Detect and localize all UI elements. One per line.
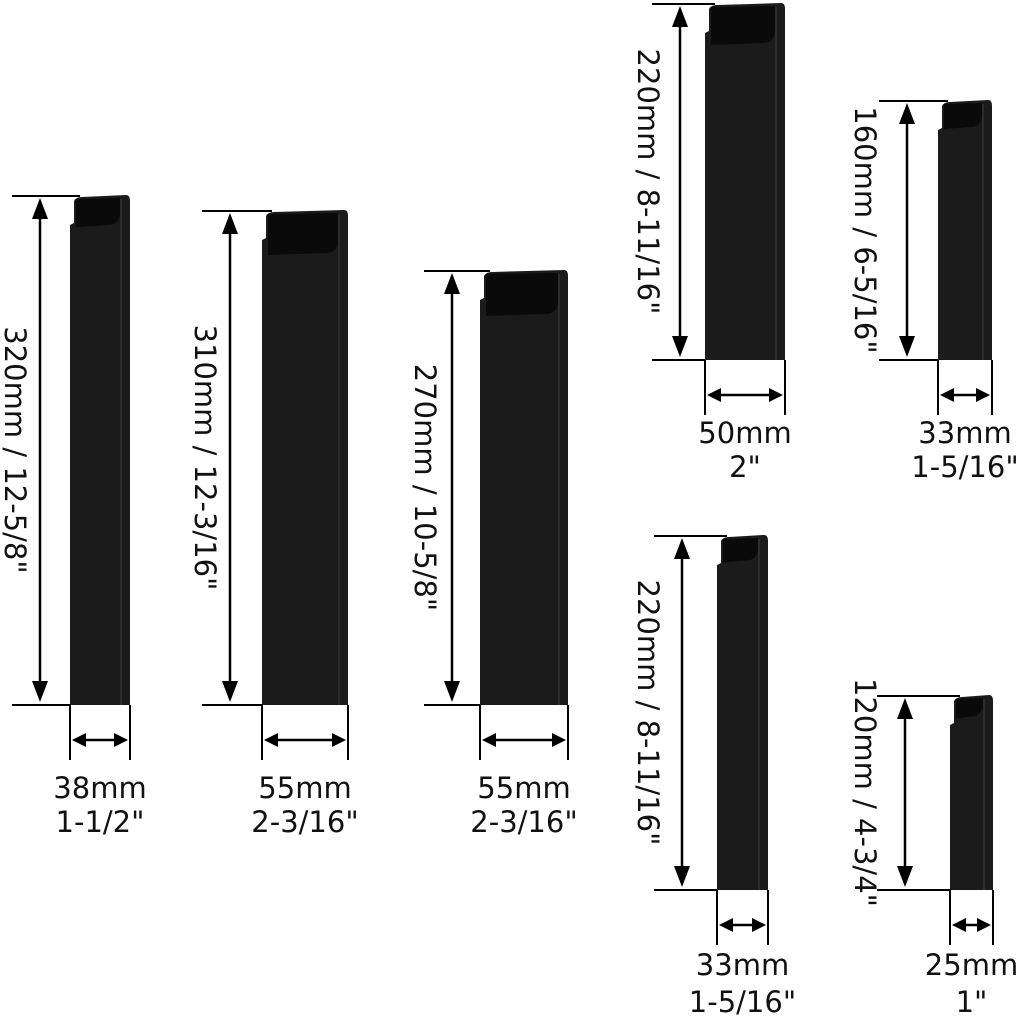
- arrow-up-icon: [672, 6, 688, 27]
- arrow-up-icon: [674, 538, 690, 559]
- arrow-up-icon: [222, 213, 238, 234]
- width-inch-label: 2-3/16": [470, 805, 577, 839]
- length-label: 220mm / 8-11/16": [631, 580, 665, 846]
- width-mm-label: 50mm: [698, 416, 791, 450]
- arrow-up-icon: [32, 198, 48, 219]
- arrow-right-icon: [332, 733, 346, 747]
- arrow-up-icon: [899, 103, 915, 124]
- arrow-right-icon: [976, 388, 990, 402]
- sheath-opening: [956, 698, 983, 719]
- width-inch-label: 1-5/16": [911, 450, 1018, 484]
- arrow-up-icon: [444, 273, 460, 294]
- sheath-opening: [723, 538, 758, 563]
- sheath-body: [480, 270, 568, 705]
- width-inch-label: 2-3/16": [251, 805, 358, 839]
- sheath-body: [717, 535, 768, 890]
- width-mm-label: 55mm: [477, 771, 570, 805]
- width-mm-label: 25mm: [925, 948, 1018, 982]
- sheath-opening: [268, 213, 338, 255]
- arrow-right-icon: [769, 388, 783, 402]
- arrow-right-icon: [552, 733, 566, 747]
- sheath-opening: [944, 103, 982, 129]
- length-label: 310mm / 12-3/16": [188, 325, 222, 591]
- arrow-down-icon: [672, 336, 688, 357]
- sheath-body: [938, 100, 992, 360]
- sheath-body: [705, 3, 785, 360]
- width-inch-label: 1-5/16": [689, 985, 796, 1019]
- arrow-down-icon: [222, 681, 238, 702]
- arrow-left-icon: [719, 918, 733, 932]
- sheath-body: [950, 695, 993, 890]
- sheath-opening: [711, 6, 775, 45]
- arrow-left-icon: [72, 733, 86, 747]
- length-label: 320mm / 12-5/8": [0, 326, 32, 573]
- width-mm-label: 38mm: [53, 771, 146, 805]
- arrow-down-icon: [899, 336, 915, 357]
- arrow-down-icon: [444, 681, 460, 702]
- length-label: 220mm / 8-11/16": [631, 49, 665, 315]
- sheath-opening: [486, 273, 558, 316]
- length-label: 160mm / 6-5/16": [848, 106, 882, 353]
- arrow-left-icon: [264, 733, 278, 747]
- width-inch-label: 2": [729, 450, 761, 484]
- arrow-right-icon: [752, 918, 766, 932]
- arrow-left-icon: [707, 388, 721, 402]
- arrow-left-icon: [952, 918, 966, 932]
- width-inch-label: 1-1/2": [56, 805, 145, 839]
- length-label: 270mm / 10-5/8": [408, 364, 442, 611]
- width-inch-label: 1": [956, 985, 988, 1019]
- sheath-opening: [76, 198, 120, 227]
- width-mm-label: 55mm: [258, 771, 351, 805]
- arrow-left-icon: [940, 388, 954, 402]
- length-label: 120mm / 4-3/4": [848, 678, 882, 907]
- arrow-down-icon: [897, 866, 913, 887]
- arrow-down-icon: [32, 681, 48, 702]
- width-mm-label: 33mm: [696, 948, 789, 982]
- sheath-body: [262, 210, 348, 705]
- arrow-right-icon: [114, 733, 128, 747]
- arrow-down-icon: [674, 866, 690, 887]
- width-mm-label: 33mm: [918, 416, 1011, 450]
- arrow-left-icon: [482, 733, 496, 747]
- sheath-body: [70, 195, 130, 705]
- arrow-right-icon: [977, 918, 991, 932]
- arrow-up-icon: [897, 698, 913, 719]
